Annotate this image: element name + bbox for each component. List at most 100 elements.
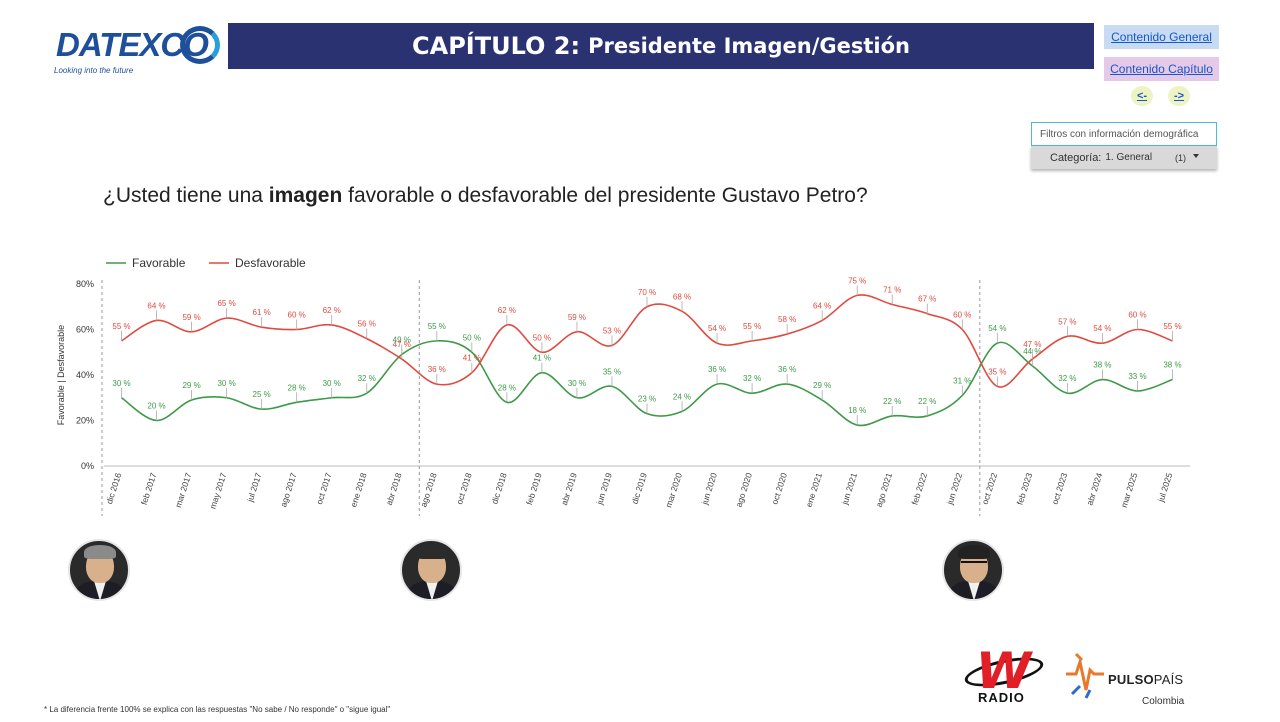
data-label-desfavorable: 67 % [918,295,936,304]
data-label-desfavorable: 36 % [428,365,446,374]
data-label-desfavorable: 47 % [393,340,411,349]
data-label-favorable: 55 % [428,322,446,331]
pulso-country: Colombia [1142,696,1185,707]
x-tick-label: dic 2019 [629,471,649,505]
duque-portrait [400,539,462,601]
data-label-favorable: 30 % [568,379,586,388]
data-label-favorable: 50 % [463,333,481,342]
x-tick-label: jul 2025 [1155,471,1174,504]
x-tick-label: feb 2017 [139,471,159,506]
data-label-desfavorable: 57 % [1058,317,1076,326]
data-label-favorable: 29 % [182,381,200,390]
data-label-desfavorable: 65 % [217,299,235,308]
data-label-desfavorable: 50 % [533,333,551,342]
data-label-desfavorable: 62 % [498,306,516,315]
data-label-desfavorable: 60 % [288,311,306,320]
x-tick-label: ago 2017 [278,471,299,508]
data-label-favorable: 32 % [358,374,376,383]
caret-down-icon [1193,154,1199,158]
data-label-desfavorable: 60 % [1128,311,1146,320]
x-tick-label: feb 2019 [524,471,544,506]
logo-tagline: Looking into the future [54,66,134,75]
content-general-link[interactable]: Contenido General [1104,25,1219,49]
x-tick-label: oct 2020 [769,471,789,505]
pulso-pais-name: PULSOPAÍS [1108,672,1184,687]
demographic-filter-input[interactable] [1031,122,1217,146]
x-tick-label: mar 2025 [1119,471,1140,509]
data-label-favorable: 25 % [253,390,271,399]
approval-line-chart: Favorable | Desfavorable 0% 20% 40% 60% 80% di… [56,256,1190,516]
x-tick-label: abr 2018 [384,471,404,506]
data-label-desfavorable: 68 % [673,292,691,301]
y-tick-label: 80% [76,279,94,289]
x-tick-label: abr 2019 [559,471,579,506]
datexco-logo: DATEXCO Looking into the future [52,24,227,78]
next-page-button[interactable]: -> [1168,86,1190,106]
data-label-favorable: 36 % [778,365,796,374]
data-label-favorable: 38 % [1093,361,1111,370]
data-label-desfavorable: 35 % [988,367,1006,376]
x-tick-label: oct 2018 [454,471,474,505]
x-tick-label: ene 2018 [348,471,369,508]
data-label-favorable: 38 % [1163,361,1181,370]
category-label: Categoría: [1050,151,1102,164]
x-tick-label: feb 2023 [1015,471,1035,506]
data-label-desfavorable: 55 % [743,322,761,331]
y-axis-title: Favorable | Desfavorable [56,325,66,425]
data-label-favorable: 49 % [393,336,411,345]
data-label-desfavorable: 59 % [568,313,586,322]
x-tick-label: oct 2022 [980,471,1000,505]
x-tick-label: jun 2021 [839,471,859,506]
x-tick-label: feb 2022 [909,471,929,506]
x-tick-label: mar 2017 [173,471,194,509]
w-radio-logo: W RADIO [962,642,1048,708]
data-label-desfavorable: 47 % [1023,340,1041,349]
x-tick-label: dic 2016 [104,471,124,505]
data-label-favorable: 30 % [323,379,341,388]
question-after: favorable o desfavorable del presidente … [342,184,868,207]
logo-ring-icon [180,26,220,64]
category-count: (1) [1175,152,1186,163]
x-tick-label: ene 2021 [804,471,825,508]
x-tick-label: mar 2020 [663,471,684,509]
data-label-desfavorable: 64 % [147,301,165,310]
y-tick-label: 20% [76,416,94,426]
data-label-favorable: 18 % [848,406,866,415]
data-label-desfavorable: 56 % [358,320,376,329]
data-label-favorable: 24 % [673,392,691,401]
legend-label-favorable: Favorable [132,256,186,270]
data-label-favorable: 23 % [638,395,656,404]
question-bold: imagen [268,184,343,207]
legend-label-desfavorable: Desfavorable [235,256,306,270]
x-tick-label: oct 2017 [314,471,334,505]
category-dropdown[interactable]: Categoría: 1. General (1) [1031,146,1217,169]
data-label-favorable: 54 % [988,324,1006,333]
prev-page-button[interactable]: <- [1131,86,1153,106]
data-label-desfavorable: 62 % [323,306,341,315]
data-label-desfavorable: 70 % [638,288,656,297]
data-label-favorable: 33 % [1128,372,1146,381]
y-tick-label: 40% [76,370,94,380]
data-label-desfavorable: 60 % [953,311,971,320]
data-label-favorable: 28 % [288,383,306,392]
petro-portrait [942,539,1004,601]
y-tick-label: 0% [81,461,94,471]
data-label-desfavorable: 54 % [1093,324,1111,333]
data-label-desfavorable: 61 % [253,308,271,317]
data-label-favorable: 30 % [217,379,235,388]
x-tick-label: dic 2018 [489,471,509,505]
data-label-favorable: 31 % [953,376,971,385]
data-label-desfavorable: 53 % [603,326,621,335]
content-chapter-link[interactable]: Contenido Capítulo [1104,57,1219,81]
santos-portrait [68,539,130,601]
x-tick-label: jun 2020 [699,471,719,506]
x-tick-label: jun 2022 [944,471,964,506]
x-tick-label: ago 2021 [874,471,895,508]
data-label-desfavorable: 59 % [182,313,200,322]
data-label-favorable: 41 % [533,354,551,363]
data-label-desfavorable: 58 % [778,315,796,324]
data-label-favorable: 36 % [708,365,726,374]
data-label-favorable: 22 % [883,397,901,406]
x-tick-label: ago 2018 [418,471,439,508]
question-before: ¿Usted tiene una [103,184,269,207]
